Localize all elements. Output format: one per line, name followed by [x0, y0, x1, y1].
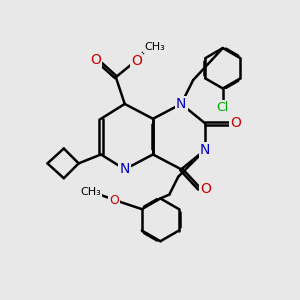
- Text: N: N: [176, 97, 186, 111]
- Text: CH₃: CH₃: [144, 43, 165, 52]
- Text: CH₃: CH₃: [80, 187, 101, 197]
- Text: O: O: [230, 116, 241, 130]
- Text: N: N: [200, 143, 210, 157]
- Text: Cl: Cl: [217, 101, 229, 114]
- Text: O: O: [90, 53, 101, 67]
- Text: O: O: [131, 54, 142, 68]
- Text: N: N: [119, 162, 130, 176]
- Text: O: O: [109, 194, 119, 207]
- Text: O: O: [200, 182, 211, 196]
